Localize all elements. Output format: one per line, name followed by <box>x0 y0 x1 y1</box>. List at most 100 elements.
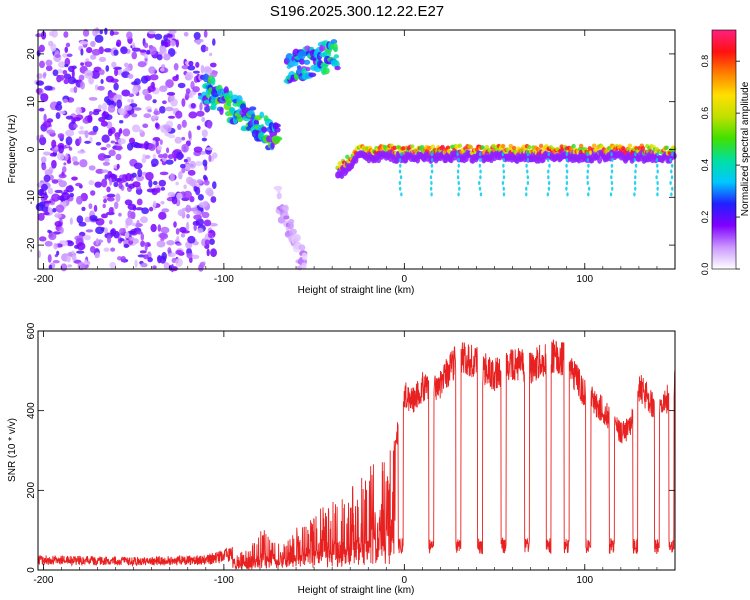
spectrogram-noise-blob <box>159 139 163 145</box>
spectrogram-arc-low-blob <box>282 204 289 213</box>
spectrogram-noise-blob <box>167 115 176 119</box>
spectrogram-noise-blob <box>183 184 187 189</box>
spectrogram-arc-low-blob <box>283 215 290 220</box>
spectrogram-noise-blob <box>158 211 167 220</box>
spectrogram-noise-blob <box>159 232 169 240</box>
spectrogram-noise-blob <box>128 93 135 98</box>
spectrogram-noise-blob <box>148 66 156 74</box>
spectrogram-noise-blob <box>105 75 115 83</box>
spectrogram-track-1-blob <box>272 123 281 128</box>
spectrogram-noise-blob <box>192 86 200 93</box>
spectrogram-noise-blob <box>55 103 63 111</box>
spectrogram-dropout-streak <box>526 152 530 157</box>
spectrogram-noise-blob <box>51 29 58 38</box>
spectrogram-dropout-streak <box>655 158 659 163</box>
spectrogram-noise-blob <box>76 215 84 224</box>
snr-frame <box>37 330 676 571</box>
spectrogram-dropout-streak <box>526 180 530 185</box>
spectrogram-dropout-streak <box>586 175 589 180</box>
spectrogram-carrier-blob <box>508 143 513 149</box>
spectrogram-dropout-streak <box>456 152 459 157</box>
spectrogram-noise-blob <box>140 262 148 268</box>
spectrogram-dropout-streak <box>610 152 613 157</box>
spectrogram-noise-blob <box>121 89 131 97</box>
spectrogram-dropout-streak <box>400 152 403 157</box>
spectrogram-dropout-streak <box>565 158 569 163</box>
spectrogram-noise-blob <box>114 68 119 77</box>
spectrogram-dropout-streak <box>565 163 568 168</box>
spectrogram-noise-blob <box>122 128 131 137</box>
spectrogram-noise-blob <box>101 102 108 112</box>
snr-x-tick-label: 100 <box>576 575 593 586</box>
spectrogram-noise-blob <box>94 34 104 43</box>
spectrogram-carrier-blob <box>401 146 406 151</box>
spectrogram-dropout-streak <box>656 163 659 168</box>
spectrogram-noise-blob <box>136 198 143 206</box>
spectrogram-dropout-streak <box>502 192 506 197</box>
spectrogram-dropout-streak <box>398 180 402 185</box>
spectrogram-noise-blob <box>124 231 130 239</box>
spectrogram-noise-blob <box>87 114 93 124</box>
spectrogram-noise-blob <box>127 210 133 219</box>
spectrogram-noise-blob <box>88 165 96 171</box>
spectrogram-noise-blob <box>84 130 89 139</box>
spectrogram-noise-blob <box>156 187 161 193</box>
spectrogram-dropout-streak <box>547 152 550 157</box>
spectrogram-noise-blob <box>79 40 88 45</box>
spectrogram-noise-blob <box>179 163 186 169</box>
spectrogram-noise-blob <box>48 232 57 241</box>
spectrogram-noise-blob <box>156 240 166 248</box>
spectrogram-noise-blob <box>71 254 77 261</box>
spectrogram-carrier-halo <box>597 156 603 164</box>
spectrogram-noise-blob <box>160 186 166 191</box>
spectrogram-noise-blob <box>157 255 162 264</box>
spectrogram-noise-blob <box>187 169 196 176</box>
spectrogram-noise-blob <box>83 234 91 241</box>
spectrogram-noise-blob <box>51 139 57 149</box>
spectrogram-noise-blob <box>188 130 192 139</box>
spectrogram-noise-blob <box>43 195 49 199</box>
spectrogram-dropout-streak <box>458 186 461 191</box>
spectrogram-noise-blob <box>90 190 96 196</box>
spectrogram-noise-blob <box>206 248 210 257</box>
spectrogram-y-tick-label: 0 <box>26 146 37 152</box>
spectrogram-arc-low-blob <box>288 218 295 225</box>
spectrogram-noise-blob <box>109 219 113 225</box>
spectrogram-noise-blob <box>167 191 176 198</box>
snr-y-tick-label: 400 <box>26 402 37 419</box>
spectrogram-noise-blob <box>65 185 74 193</box>
spectrogram-noise-blob <box>56 250 60 256</box>
spectrogram-noise-blob <box>125 66 131 72</box>
spectrogram-noise-blob <box>110 140 116 144</box>
spectrogram-dropout-streak <box>610 175 613 180</box>
spectrogram-noise-blob <box>65 42 71 48</box>
spectrogram-noise-blob <box>113 201 119 210</box>
spectrogram-noise-blob <box>58 144 64 154</box>
spectrogram-noise-blob <box>165 159 174 165</box>
spectrogram-dropout-streak <box>565 180 569 185</box>
snr-x-tick-label: -200 <box>33 575 53 586</box>
spectrogram-noise-blob <box>177 82 186 89</box>
spectrogram-noise-blob <box>136 174 145 182</box>
spectrogram-noise-blob <box>181 143 189 153</box>
spectrogram-noise-blob <box>181 119 187 128</box>
spectrogram-noise-blob <box>180 233 186 238</box>
colorbar-ticks: 0.0 0.2 0.4 0.6 0.8 <box>700 55 740 275</box>
spectrogram-noise-blob <box>205 187 214 196</box>
spectrogram-noise-blob <box>175 249 183 255</box>
spectrogram-noise-blob <box>88 111 93 116</box>
spectrogram-noise-blob <box>110 247 116 252</box>
spectrogram-carrier-blob <box>430 144 436 149</box>
spectrogram-noise-blob <box>75 182 82 187</box>
spectrogram-noise-blob <box>118 182 123 189</box>
spectrogram-noise-blob <box>166 147 170 154</box>
spectrogram-noise-blob <box>152 180 158 186</box>
spectrogram-dropout-streak <box>399 175 403 180</box>
spectrogram-noise-blob <box>181 136 186 141</box>
spectrogram-dropout-streak <box>430 152 434 157</box>
spectrogram-noise-blob <box>35 88 43 94</box>
spectrogram-noise-blob <box>148 206 154 212</box>
spectrogram-noise-blob <box>106 143 111 148</box>
spectrogram-noise-blob <box>181 230 190 234</box>
snr-x-tick-label: 0 <box>402 575 408 586</box>
